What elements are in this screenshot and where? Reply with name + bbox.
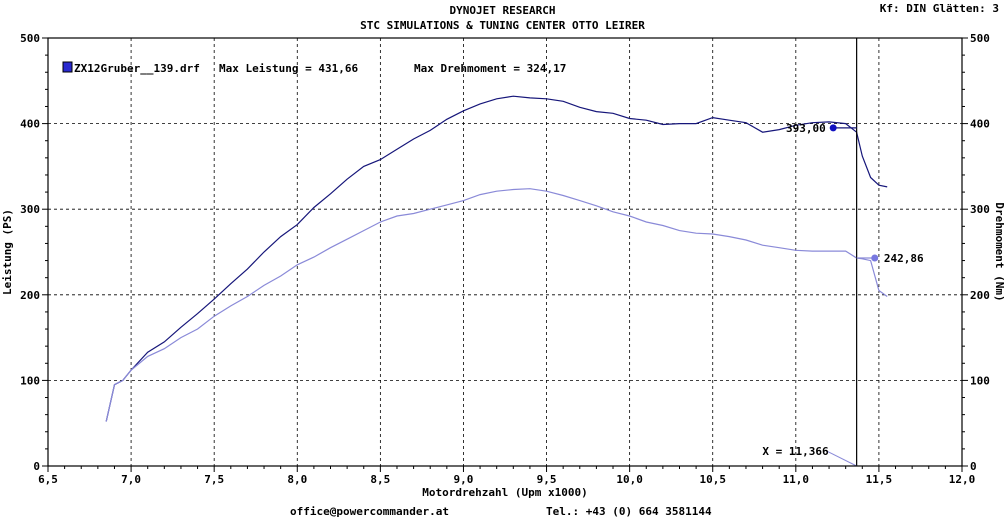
- x-tick-label: 6,5: [38, 473, 58, 486]
- y-right-tick-label: 400: [970, 118, 990, 131]
- y-left-tick-label: 500: [20, 32, 40, 45]
- torque-readout-marker: [871, 254, 879, 262]
- x-tick-label: 12,0: [949, 473, 976, 486]
- y-right-tick-label: 200: [970, 289, 990, 302]
- power-curve: [105, 95, 888, 422]
- header-settings: Kf: DIN Glätten: 3: [879, 2, 999, 15]
- y-left-tick-label: 100: [20, 374, 40, 387]
- header-title: DYNOJET RESEARCH: [449, 4, 556, 17]
- y-right-tick-label: 500: [970, 32, 990, 45]
- legend-max-power: Max Leistung = 431,66: [219, 62, 358, 75]
- torque-readout-label: 242,86: [884, 252, 924, 265]
- x-axis-label: Motordrehzahl (Upm x1000): [422, 486, 588, 499]
- y-axis-label-right: Drehmoment (Nm): [993, 202, 1005, 301]
- y-left-tick-label: 400: [20, 118, 40, 131]
- footer-phone: Tel.: +43 (0) 664 3581144: [546, 505, 712, 518]
- x-tick-label: 9,0: [454, 473, 474, 486]
- x-tick-label: 10,5: [699, 473, 726, 486]
- legend-max-torque: Max Drehmoment = 324,17: [414, 62, 566, 75]
- grid-lines: [48, 38, 962, 466]
- x-tick-label: 7,0: [121, 473, 141, 486]
- y-right-tick-label: 300: [970, 203, 990, 216]
- legend-run-name: ZX12Gruber__139.drf: [74, 62, 200, 75]
- series-group: [105, 95, 888, 422]
- x-tick-label: 11,5: [866, 473, 893, 486]
- y-left-tick-label: 200: [20, 289, 40, 302]
- x-tick-label: 9,5: [537, 473, 557, 486]
- footer-email: office@powercommander.at: [290, 505, 449, 518]
- y-right-tick-label: 0: [970, 460, 977, 473]
- y-axis-label-left: Leistung (PS): [1, 209, 14, 295]
- tick-labels: 6,5 7,0 7,5 8,0 8,5 9,0 9,5 10,0 10,5 11,0 11,5 12,…: [20, 32, 990, 486]
- y-left-tick-label: 0: [33, 460, 40, 473]
- y-left-tick-label: 300: [20, 203, 40, 216]
- annotations: X = 11,366 393,00 242,86: [762, 38, 924, 467]
- x-tick-label: 7,5: [204, 473, 224, 486]
- cursor-indicator: [825, 450, 857, 467]
- legend: ZX12Gruber__139.drf Max Leistung = 431,6…: [62, 61, 566, 75]
- power-readout-label: 393,00: [786, 122, 826, 135]
- x-tick-label: 11,0: [783, 473, 810, 486]
- legend-swatch: [62, 61, 73, 73]
- header-subtitle: STC SIMULATIONS & TUNING CENTER OTTO LEI…: [360, 19, 645, 32]
- plot-frame: [47, 37, 963, 467]
- axis-ticks: [42, 37, 968, 472]
- x-tick-label: 8,5: [370, 473, 390, 486]
- x-tick-label: 10,0: [616, 473, 643, 486]
- power-readout-marker: [829, 124, 837, 132]
- x-tick-label: 8,0: [287, 473, 307, 486]
- torque-curve: [105, 188, 888, 422]
- y-right-tick-label: 100: [970, 374, 990, 387]
- cursor-value-label: X = 11,366: [762, 445, 829, 458]
